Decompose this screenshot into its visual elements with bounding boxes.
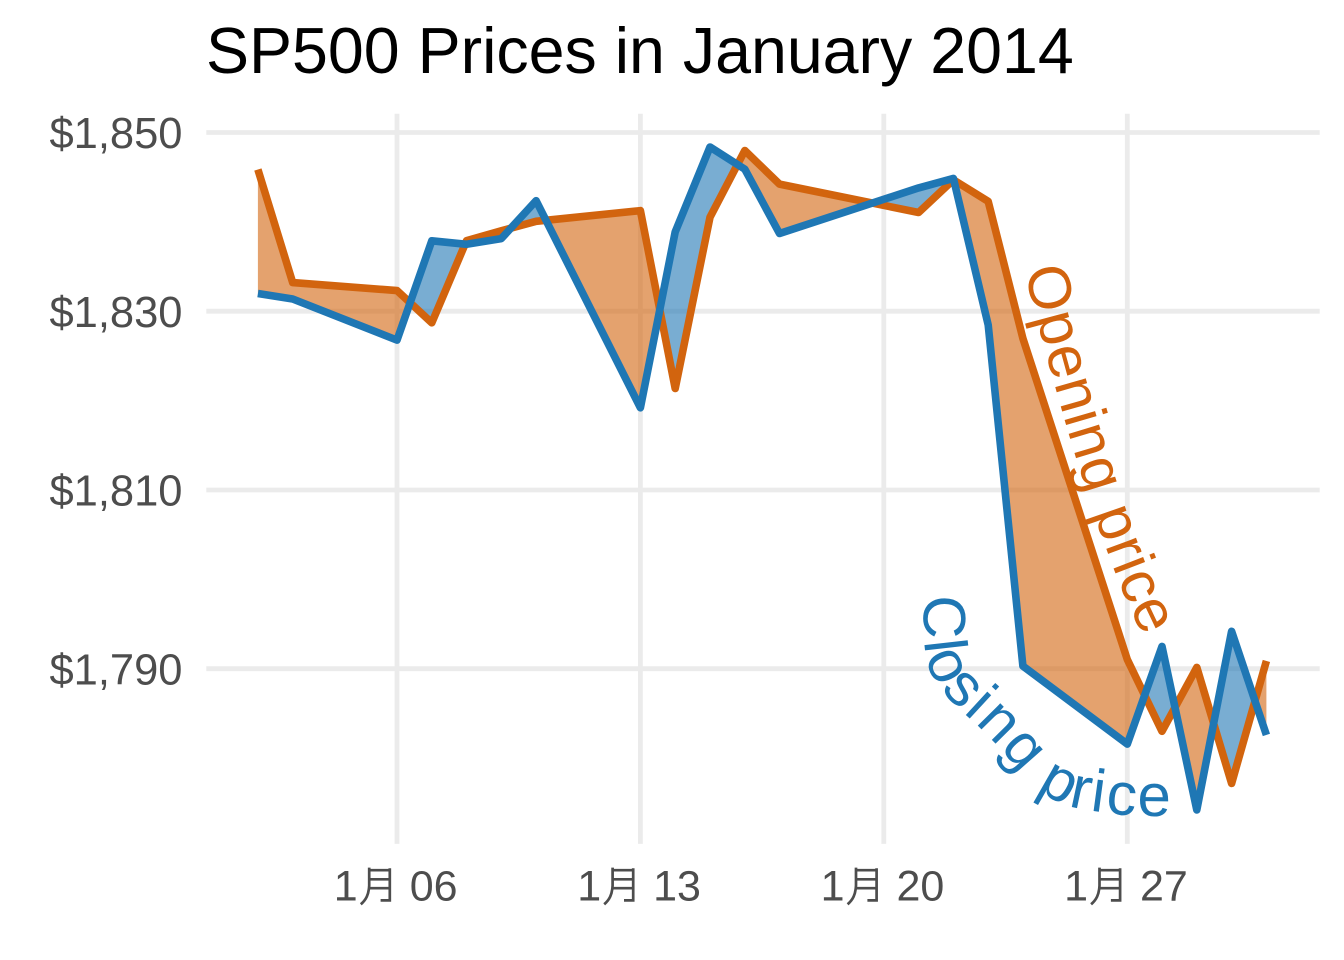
- svg-text:06: 06: [410, 863, 458, 911]
- svg-text:SP500 Prices in January 2014: SP500 Prices in January 2014: [206, 15, 1074, 87]
- svg-text:1: 1: [1064, 863, 1088, 911]
- svg-text:$1,850: $1,850: [49, 110, 182, 158]
- svg-text:$1,790: $1,790: [49, 646, 182, 694]
- svg-text:13: 13: [653, 863, 701, 911]
- svg-text:1: 1: [577, 863, 601, 911]
- svg-text:20: 20: [897, 863, 945, 911]
- svg-text:1: 1: [334, 863, 358, 911]
- svg-text:$1,830: $1,830: [49, 289, 182, 337]
- svg-text:27: 27: [1140, 863, 1188, 911]
- svg-text:$1,810: $1,810: [49, 468, 182, 516]
- svg-text:1: 1: [821, 863, 845, 911]
